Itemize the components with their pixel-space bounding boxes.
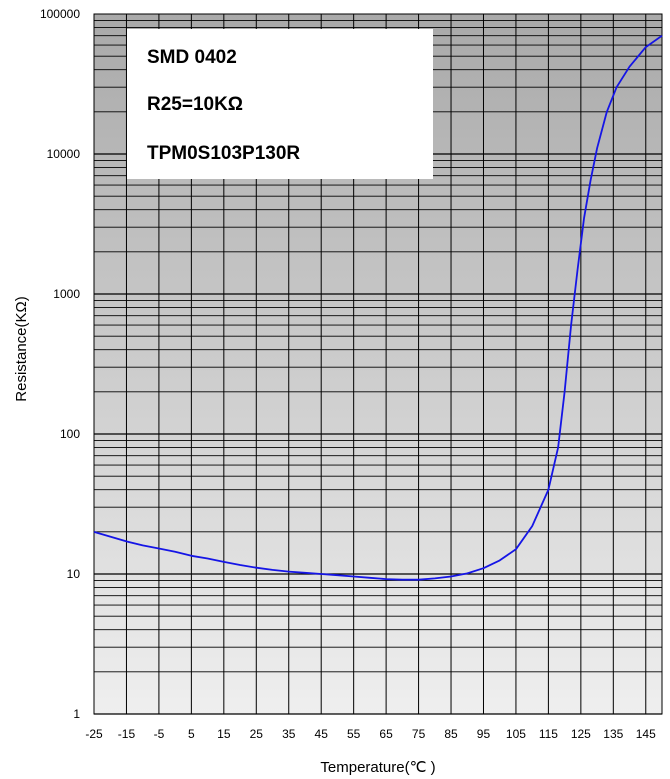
chart-title-box: SMD 0402 R25=10KΩ TPM0S103P130R bbox=[127, 29, 433, 179]
x-tick-label: 75 bbox=[412, 727, 426, 741]
x-tick-label: 65 bbox=[379, 727, 393, 741]
y-tick-label: 100000 bbox=[40, 7, 80, 21]
y-tick-label: 1 bbox=[73, 707, 80, 721]
x-tick-label: 115 bbox=[539, 727, 558, 741]
x-axis-title: Temperature(℃ ) bbox=[320, 759, 435, 776]
y-tick-labels: 1 10 100 1000 10000 100000 bbox=[40, 7, 80, 721]
x-tick-label: 45 bbox=[315, 727, 329, 741]
x-tick-label: -15 bbox=[118, 727, 136, 741]
plot-frame bbox=[93, 13, 663, 715]
x-tick-label: 15 bbox=[217, 727, 231, 741]
y-tick-label: 100 bbox=[60, 427, 80, 441]
x-tick-label: 55 bbox=[347, 727, 361, 741]
y-tick-label: 1000 bbox=[53, 287, 80, 301]
x-tick-label: -25 bbox=[85, 727, 103, 741]
x-tick-label: 125 bbox=[571, 727, 591, 741]
series-line-0 bbox=[93, 34, 663, 581]
y-tick-label: 10 bbox=[67, 567, 81, 581]
x-tick-labels: -25 -15 -5 5 15 25 35 45 55 65 75 85 95 105 115 125 135 1… bbox=[85, 727, 656, 741]
chart-title-line-1: SMD 0402 bbox=[147, 47, 237, 68]
x-tick-label: 105 bbox=[506, 727, 526, 741]
chart-title-line-2: R25=10KΩ bbox=[147, 94, 243, 115]
x-tick-label: 35 bbox=[282, 727, 296, 741]
x-tick-label: 5 bbox=[188, 727, 195, 741]
y-axis-title: Resistance(KΩ) bbox=[13, 296, 30, 401]
x-tick-label: -5 bbox=[154, 727, 165, 741]
x-tick-label: 25 bbox=[250, 727, 264, 741]
series-group bbox=[93, 34, 663, 581]
chart-title-line-3: TPM0S103P130R bbox=[147, 143, 300, 164]
y-tick-label: 10000 bbox=[47, 147, 81, 161]
x-tick-label: 135 bbox=[603, 727, 623, 741]
x-tick-label: 95 bbox=[477, 727, 491, 741]
x-tick-label: 85 bbox=[444, 727, 458, 741]
x-tick-label: 145 bbox=[636, 727, 656, 741]
